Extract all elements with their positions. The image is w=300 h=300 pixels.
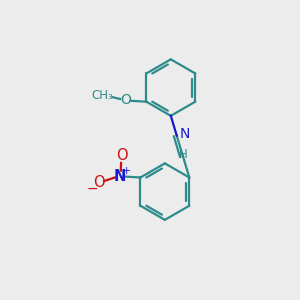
- Text: H: H: [179, 148, 188, 161]
- Text: O: O: [93, 175, 105, 190]
- Text: CH₃: CH₃: [92, 89, 113, 102]
- Text: N: N: [180, 127, 190, 141]
- Text: O: O: [116, 148, 127, 163]
- Text: +: +: [122, 166, 131, 176]
- Text: O: O: [120, 93, 131, 107]
- Text: N: N: [114, 169, 126, 184]
- Text: −: −: [86, 182, 98, 196]
